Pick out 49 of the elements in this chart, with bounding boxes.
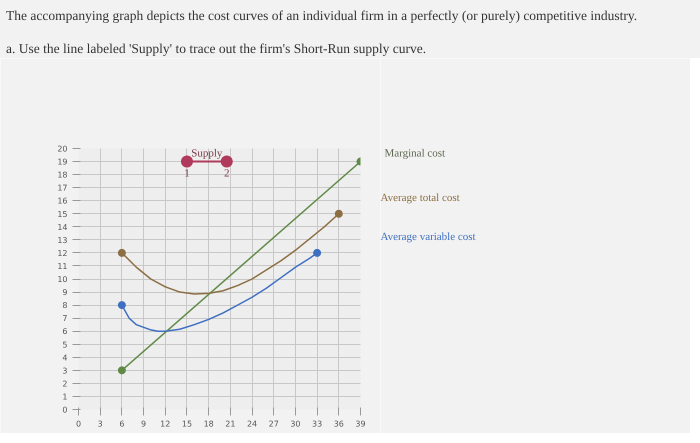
- y-tick-label: 19: [57, 158, 68, 167]
- y-tick-label: 11: [57, 262, 68, 271]
- text: Average variable cost: [380, 230, 476, 243]
- x-tick-label: 18: [204, 420, 214, 428]
- y-tick-label: 1: [62, 392, 68, 402]
- y-tick-label: 20: [57, 144, 68, 154]
- point: [313, 248, 322, 257]
- y-tick-label: 18: [57, 170, 68, 180]
- x-tick-label: 15: [182, 420, 192, 428]
- y-tick-label: 5: [62, 340, 68, 350]
- x-tick-label: 9: [141, 420, 146, 428]
- y-tick-label: 3: [62, 366, 68, 376]
- x-tick-label: 33: [312, 420, 322, 428]
- y-tick-label: 7: [62, 314, 68, 324]
- text: Average total cost: [380, 192, 460, 204]
- x-tick-label: 36: [334, 420, 344, 428]
- x-tick-label: 6: [119, 420, 124, 428]
- x-tick-label: 30: [290, 420, 301, 428]
- point: [220, 156, 233, 168]
- point: [118, 301, 126, 310]
- chart-subtitle: a. Use the line labeled 'Supply' to trace out the firm's Short-Run supply curve.: [6, 40, 428, 58]
- x-tick-label: 27: [268, 420, 279, 428]
- annotation: 2: [224, 168, 230, 180]
- y-tick-label: 6: [62, 327, 68, 336]
- x-tick-label: 39: [355, 420, 366, 428]
- series-label: Supply: [191, 148, 223, 160]
- y-tick-label: 8: [62, 301, 68, 310]
- point: [118, 248, 126, 257]
- y-tick-label: 12: [57, 248, 68, 258]
- x-tick-label: 3: [98, 420, 103, 428]
- y-tick-label: 2: [62, 379, 68, 388]
- y-tick-label: 14: [57, 222, 68, 232]
- y-tick-label: 15: [57, 210, 68, 219]
- annotation: 1: [184, 168, 190, 180]
- y-tick-label: 13: [57, 236, 68, 245]
- y-tick-label: 4: [62, 353, 68, 362]
- point: [334, 210, 343, 218]
- point: [180, 156, 193, 168]
- x-tick-label: 0: [76, 420, 82, 428]
- y-tick-label: 10: [57, 275, 68, 284]
- y-tick-label: 17: [57, 184, 68, 193]
- x-tick-label: 12: [160, 420, 170, 428]
- y-tick-label: 0: [62, 406, 68, 414]
- series-label: Marginal cost: [384, 148, 446, 160]
- y-tick-label: 16: [57, 196, 68, 206]
- x-tick-label: 21: [225, 420, 236, 428]
- chart-title: The accompanying graph depicts the cost curves of an individual firm in a perfectly (or purely) competitive industry.: [6, 7, 638, 25]
- y-tick-label: 9: [62, 288, 68, 298]
- x-tick-label: 24: [246, 420, 258, 428]
